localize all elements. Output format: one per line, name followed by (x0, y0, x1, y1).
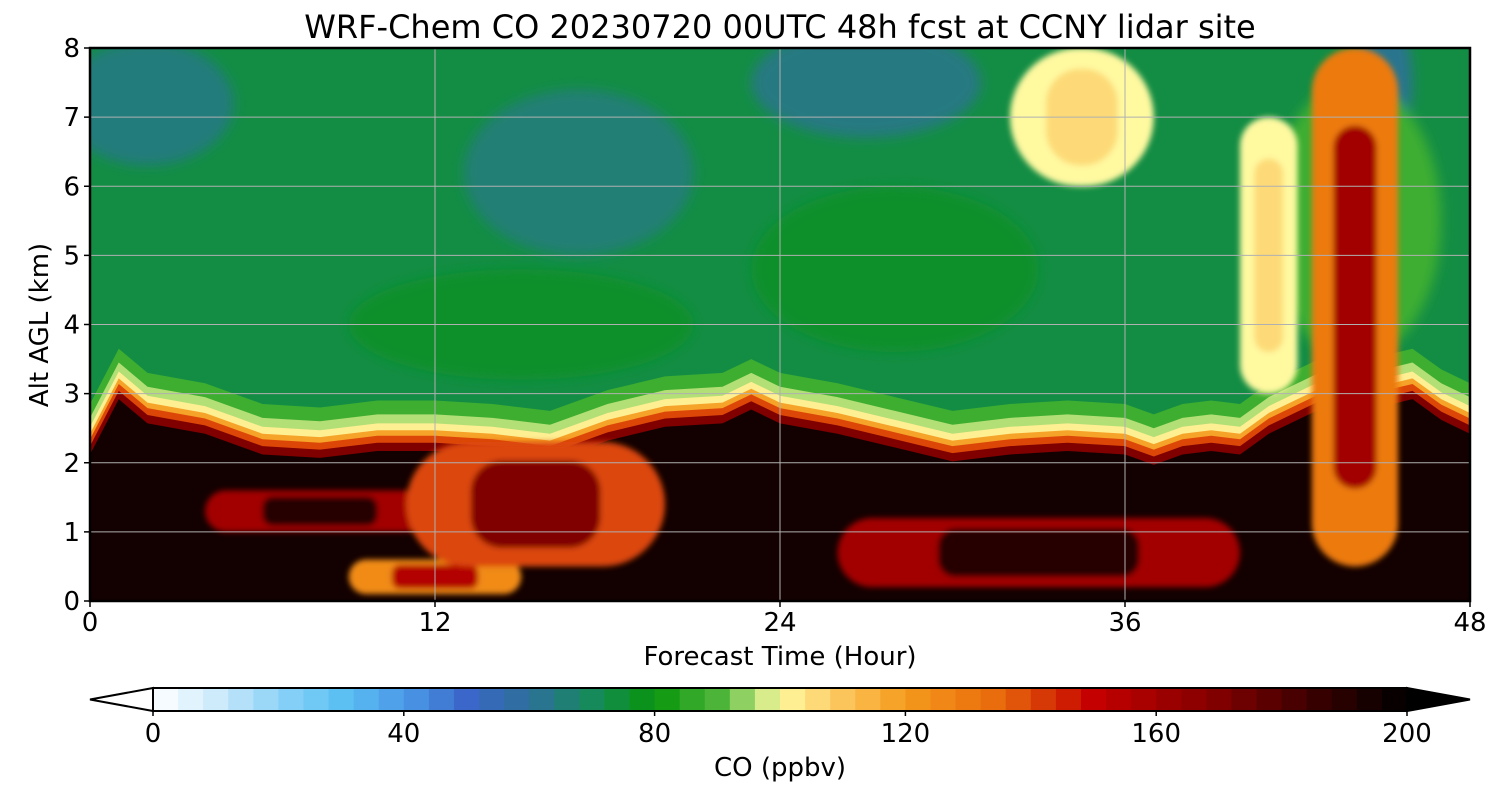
colorbar-tick-label: 120 (881, 719, 931, 749)
y-axis-label: Alt AGL (km) (25, 243, 55, 407)
colorbar-extend-min (89, 686, 154, 713)
colorbar-segment (805, 688, 831, 711)
co-patch (90, 48, 234, 166)
colorbar-segment (955, 688, 982, 711)
colorbar-segment (780, 688, 806, 711)
plot-area (88, 46, 1472, 603)
grid-lines (89, 47, 1471, 602)
colorbar-tick-label: 160 (1131, 719, 1181, 749)
colorbar-frame (152, 687, 1408, 712)
y-tick-label: 6 (63, 172, 80, 202)
colorbar-segment (529, 688, 555, 711)
colorbar-extend-max (1406, 686, 1471, 713)
colorbar-segment (729, 688, 756, 711)
colorbar-segment (980, 688, 1007, 711)
colorbar: 0 40 80 120 160 200 (89, 686, 1471, 749)
colorbar-segment (178, 688, 204, 711)
y-tick-label: 8 (63, 34, 80, 64)
colorbar-segment (1055, 688, 1082, 711)
co-feature-core (938, 528, 1140, 577)
colorbar-segment (428, 688, 455, 711)
x-axis-label: Forecast Time (Hour) (643, 642, 916, 672)
colorbar-segment (754, 688, 781, 711)
co-feature-core (262, 496, 378, 526)
colorbar-segment (153, 688, 179, 711)
colorbar-segment (855, 688, 881, 711)
colorbar-segment (880, 688, 906, 711)
y-tick-label: 4 (63, 311, 80, 341)
colorbar-tick-label: 0 (145, 719, 162, 749)
colorbar-segment (1331, 688, 1358, 711)
colorbar-segment (278, 688, 304, 711)
colorbar-segment (1381, 688, 1408, 711)
colorbar-segment (203, 688, 229, 711)
colorbar-segment (1256, 688, 1283, 711)
colorbar-tick-label: 80 (638, 719, 671, 749)
colorbar-segment (579, 688, 605, 711)
co-feature-core (1333, 125, 1377, 489)
colorbar-segment (1080, 688, 1107, 711)
colorbar-segment (1306, 688, 1333, 711)
colorbar-segment (654, 688, 681, 711)
colorbar-segment (453, 688, 480, 711)
contour-field (90, 48, 1470, 601)
y-tick-label: 7 (63, 103, 80, 133)
colorbar-segment (604, 688, 631, 711)
x-tick-label: 0 (82, 608, 99, 638)
colorbar-segment (1156, 688, 1182, 711)
colorbar-segment (353, 688, 380, 711)
colorbar-segment (479, 688, 505, 711)
co-patch (751, 186, 1039, 353)
x-tick-label: 48 (1453, 608, 1486, 638)
colorbar-segment (1231, 688, 1258, 711)
y-tick-label: 5 (63, 241, 80, 271)
co-feature-core (470, 460, 601, 548)
co-patch (463, 89, 694, 256)
colorbar-segment (403, 688, 430, 711)
colorbar-segment (905, 688, 931, 711)
colorbar-segment (1206, 688, 1232, 711)
colorbar-tick-label: 200 (1382, 719, 1432, 749)
colorbar-segment (1131, 688, 1157, 711)
colorbar-segment (378, 688, 405, 711)
colorbar-segment (629, 688, 656, 711)
colorbar-segment (504, 688, 530, 711)
colorbar-segment (253, 688, 279, 711)
colorbar-segment (303, 688, 330, 711)
x-tick-label: 36 (1108, 608, 1141, 638)
colorbar-segment (704, 688, 731, 711)
y-tick-label: 0 (63, 587, 80, 617)
y-axis: 0 1 2 3 4 5 6 7 8 (63, 34, 90, 617)
colorbar-segment (1030, 688, 1057, 711)
y-tick-label: 3 (63, 380, 80, 410)
colorbar-segment (930, 688, 957, 711)
colorbar-segment (1356, 688, 1383, 711)
colorbar-segment (328, 688, 355, 711)
colorbar-label: CO (ppbv) (714, 753, 846, 783)
colorbar-segment (228, 688, 254, 711)
colorbar-segment (1106, 688, 1132, 711)
colorbar-segment (554, 688, 580, 711)
co-patch (751, 48, 982, 138)
x-tick-label: 12 (418, 608, 451, 638)
colorbar-segment (1281, 688, 1308, 711)
y-tick-label: 2 (63, 449, 80, 479)
colorbar-tick-label: 40 (387, 719, 420, 749)
colorbar-segment (679, 688, 706, 711)
colorbar-segment (1181, 688, 1207, 711)
y-tick-label: 1 (63, 518, 80, 548)
colorbar-segment (1005, 688, 1032, 711)
chart-title: WRF-Chem CO 20230720 00UTC 48h fcst at C… (304, 8, 1255, 46)
x-tick-label: 24 (763, 608, 796, 638)
x-axis: 0 12 24 36 48 (82, 601, 1487, 638)
colorbar-segment (830, 688, 856, 711)
